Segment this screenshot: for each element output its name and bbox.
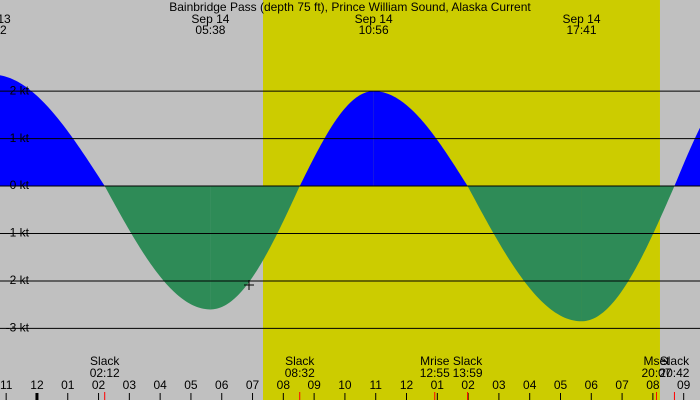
event-label: Slack	[660, 354, 690, 368]
y-tick-label: 2 kt	[10, 83, 30, 97]
x-tick-label: 04	[153, 378, 167, 392]
extreme-date: Sep 14	[355, 12, 393, 26]
x-tick-label: 12	[400, 378, 414, 392]
x-tick-label: 12	[30, 378, 44, 392]
x-tick-label: 05	[184, 378, 198, 392]
current-area	[104, 186, 211, 310]
x-tick-label: 05	[554, 378, 568, 392]
event-time: 08:32	[285, 366, 315, 380]
extreme-time: 05:38	[195, 23, 225, 37]
event-label: Slack	[453, 354, 483, 368]
y-tick-label: 0 kt	[10, 178, 30, 192]
current-area	[674, 127, 700, 187]
x-tick-label: 03	[123, 378, 137, 392]
event-label: Mset	[643, 354, 670, 368]
x-tick-label: 06	[215, 378, 229, 392]
x-tick-label: 11	[0, 378, 13, 392]
chart-title: Bainbridge Pass (depth 75 ft), Prince Wi…	[169, 0, 531, 14]
event-time: 20:42	[659, 366, 689, 380]
event-label: Mrise	[420, 354, 450, 368]
y-tick-label: -2 kt	[6, 273, 30, 287]
x-tick-label: 09	[677, 378, 691, 392]
y-tick-label: -1 kt	[6, 226, 30, 240]
event-time: 13:59	[453, 366, 483, 380]
x-tick-label: 01	[61, 378, 75, 392]
x-tick-label: 03	[492, 378, 506, 392]
x-tick-label: 08	[277, 378, 291, 392]
x-tick-label: 06	[585, 378, 599, 392]
x-tick-label: 09	[307, 378, 321, 392]
x-tick-label: 07	[246, 378, 260, 392]
x-tick-label: 10	[338, 378, 352, 392]
current-area	[467, 186, 582, 322]
x-tick-label: 02	[92, 378, 106, 392]
extreme-time: 22:32	[0, 23, 7, 37]
current-area	[0, 75, 105, 187]
y-tick-label: -3 kt	[6, 321, 30, 335]
event-label: Slack	[285, 354, 315, 368]
current-area	[581, 186, 675, 322]
y-tick-label: 1 kt	[10, 131, 30, 145]
x-tick-label: 11	[369, 378, 382, 392]
x-tick-label: 08	[646, 378, 660, 392]
event-time: 20:07	[641, 366, 671, 380]
plot-area	[0, 75, 700, 329]
x-tick-label: 02	[461, 378, 475, 392]
extreme-date: Sep 14	[563, 12, 601, 26]
current-area	[210, 186, 300, 310]
extreme-date: Sep 13	[0, 12, 11, 26]
event-time: 02:12	[90, 366, 120, 380]
extreme-time: 17:41	[567, 23, 597, 37]
extreme-date: Sep 14	[191, 12, 229, 26]
extreme-time: 10:56	[359, 23, 389, 37]
x-tick-label: 07	[615, 378, 629, 392]
cursor	[244, 280, 254, 290]
event-time: 12:55	[420, 366, 450, 380]
x-tick-label: 04	[523, 378, 537, 392]
x-tick-label: 01	[431, 378, 445, 392]
event-label: Slack	[90, 354, 120, 368]
